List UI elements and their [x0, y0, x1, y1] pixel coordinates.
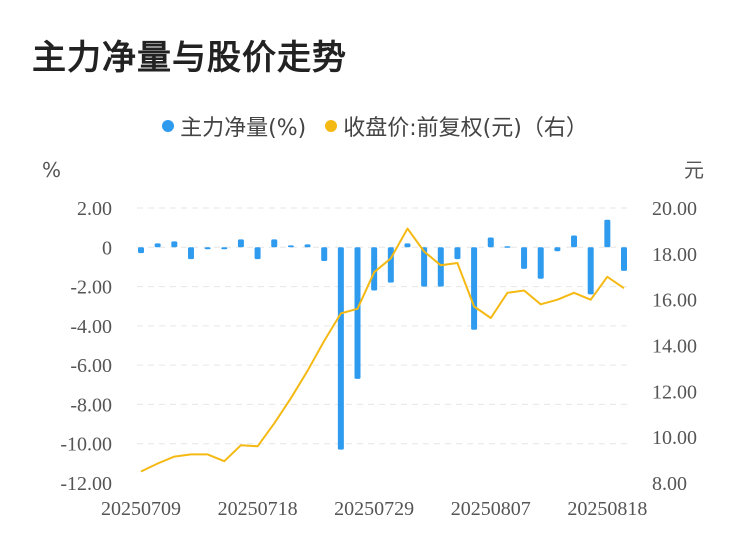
bar-series	[138, 219, 627, 450]
line-legend-dot-icon	[325, 120, 338, 132]
bar[interactable]	[171, 241, 178, 248]
right-tick-label: 18.00	[652, 244, 697, 266]
bar[interactable]	[321, 247, 328, 262]
bar[interactable]	[604, 219, 611, 248]
bar-legend-dot-icon	[162, 120, 175, 132]
bar[interactable]	[371, 247, 378, 291]
bar[interactable]	[404, 243, 411, 248]
bar[interactable]	[154, 243, 161, 248]
right-tick-label: 14.00	[652, 336, 697, 358]
legend-item-bar[interactable]: 主力净量(%)	[162, 110, 306, 142]
bar[interactable]	[254, 247, 261, 260]
right-tick-label: 10.00	[652, 427, 697, 449]
bar[interactable]	[487, 237, 494, 248]
x-tick-label: 20250709	[101, 498, 181, 520]
bar[interactable]	[554, 247, 561, 252]
left-tick-label: 0	[102, 237, 112, 259]
x-tick-label: 20250818	[567, 498, 647, 520]
bar[interactable]	[621, 247, 627, 271]
chart-title: 主力净量与股价走势	[32, 38, 347, 78]
bar[interactable]	[504, 246, 511, 248]
left-tick-label: -8.00	[70, 394, 112, 416]
x-tick-label: 20250718	[218, 498, 298, 520]
right-tick-label: 8.00	[652, 473, 687, 495]
right-tick-label: 20.00	[652, 198, 697, 220]
bar[interactable]	[138, 247, 144, 254]
bar[interactable]	[471, 247, 478, 330]
left-tick-label: -12.00	[60, 473, 112, 495]
price-line[interactable]	[140, 227, 625, 473]
right-axis-unit: 元	[684, 158, 704, 182]
left-tick-label: -4.00	[70, 316, 112, 338]
bar[interactable]	[337, 247, 344, 450]
left-axis-unit: %	[42, 158, 61, 182]
bar[interactable]	[304, 244, 311, 248]
grid-lines	[137, 207, 628, 445]
legend: 主力净量(%) 收盘价:前复权(元)（右）	[0, 110, 750, 142]
right-tick-label: 16.00	[652, 290, 697, 312]
bar[interactable]	[221, 247, 228, 250]
bar[interactable]	[571, 235, 578, 248]
bar[interactable]	[187, 247, 194, 260]
left-tick-label: -2.00	[70, 277, 112, 299]
legend-line-label: 收盘价:前复权(元)（右）	[343, 116, 588, 141]
left-axis-ticks: 2.00 0 -2.00 -4.00 -6.00 -8.00 -10.00 -12.00	[60, 198, 112, 495]
x-axis-ticks: 20250709 20250718 20250729 20250807 20250818	[101, 498, 647, 520]
bar[interactable]	[421, 247, 428, 287]
bar[interactable]	[437, 247, 444, 287]
legend-item-line[interactable]: 收盘价:前复权(元)（右）	[325, 110, 588, 142]
bar[interactable]	[237, 239, 244, 248]
bar[interactable]	[287, 245, 294, 248]
x-tick-label: 20250807	[451, 498, 531, 520]
bar[interactable]	[521, 247, 528, 269]
bar[interactable]	[354, 247, 361, 379]
bar[interactable]	[454, 247, 461, 260]
bar[interactable]	[271, 239, 278, 248]
right-tick-label: 12.00	[652, 381, 697, 403]
right-axis-ticks: 20.00 18.00 16.00 14.00 12.00 10.00 8.00	[652, 198, 697, 495]
left-tick-label: -10.00	[60, 434, 112, 456]
legend-bar-label: 主力净量(%)	[180, 116, 307, 141]
bar[interactable]	[587, 247, 594, 295]
line-series	[140, 227, 625, 473]
bar[interactable]	[537, 247, 544, 279]
left-tick-label: 2.00	[77, 198, 112, 220]
bar[interactable]	[204, 247, 211, 250]
x-tick-label: 20250729	[334, 498, 414, 520]
left-tick-label: -6.00	[70, 355, 112, 377]
